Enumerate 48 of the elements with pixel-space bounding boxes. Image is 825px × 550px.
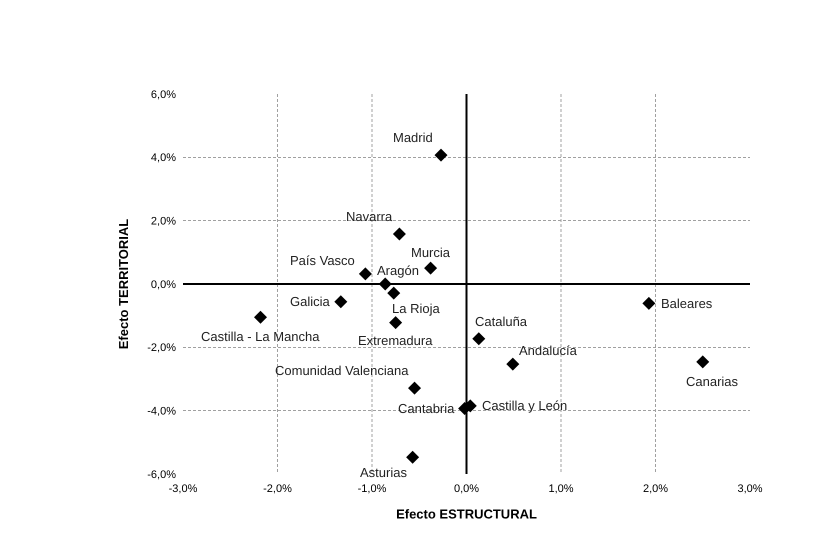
- annotation: Murcia: [411, 245, 451, 260]
- point: [506, 358, 520, 371]
- annotation: Castilla - La Mancha: [201, 329, 320, 344]
- point: [696, 355, 710, 368]
- annotation: Cataluña: [475, 314, 528, 329]
- annotation: Aragón: [377, 263, 419, 278]
- y-tick-label: -2,0%: [147, 342, 176, 354]
- y-axis-title: Efecto TERRITORIAL: [116, 218, 132, 350]
- point: [389, 316, 402, 330]
- point: [334, 295, 348, 308]
- x-tick-label: -3,0%: [168, 483, 198, 495]
- point: [387, 286, 400, 300]
- annotation: Galicia: [290, 294, 331, 309]
- annotation: País Vasco: [290, 253, 355, 268]
- y-tick-label: 6,0%: [150, 88, 176, 101]
- y-tick-label: 2,0%: [150, 216, 176, 228]
- annotation: Navarra: [346, 209, 394, 224]
- y-tick-label: -6,0%: [147, 468, 176, 481]
- annotation: Castilla y León: [482, 398, 568, 413]
- annotation: Andalucía: [519, 343, 578, 358]
- point: [424, 262, 438, 275]
- point: [642, 296, 656, 310]
- point: [408, 382, 422, 395]
- annotation: Extremadura: [358, 333, 434, 348]
- x-tick-label: -1,0%: [358, 483, 387, 495]
- x-tick-label: 3,0%: [737, 483, 763, 495]
- point: [358, 267, 372, 280]
- annotation: Baleares: [661, 296, 713, 311]
- x-axis-title: Efecto ESTRUCTURAL: [396, 506, 537, 522]
- point: [392, 227, 406, 240]
- x-tick-label: -2,0%: [263, 483, 292, 495]
- annotation: Comunidad Valenciana: [275, 363, 410, 378]
- y-tick-label: -4,0%: [147, 406, 176, 418]
- annotation: Madrid: [393, 130, 433, 145]
- x-tick-label: 1,0%: [548, 483, 574, 495]
- annotation: Asturias: [360, 465, 408, 480]
- point: [472, 332, 486, 346]
- annotation: La Rioja: [392, 301, 440, 316]
- point: [378, 278, 392, 290]
- annotation: Cantabria: [398, 401, 456, 416]
- y-tick-label: 4,0%: [150, 152, 176, 164]
- point: [254, 310, 267, 324]
- point: [406, 450, 420, 464]
- y-tick-label: 0,0%: [150, 278, 176, 291]
- point: [434, 148, 448, 162]
- x-tick-label: 0,0%: [454, 483, 480, 495]
- annotation: Canarias: [686, 374, 739, 389]
- x-tick-label: 2,0%: [642, 483, 668, 495]
